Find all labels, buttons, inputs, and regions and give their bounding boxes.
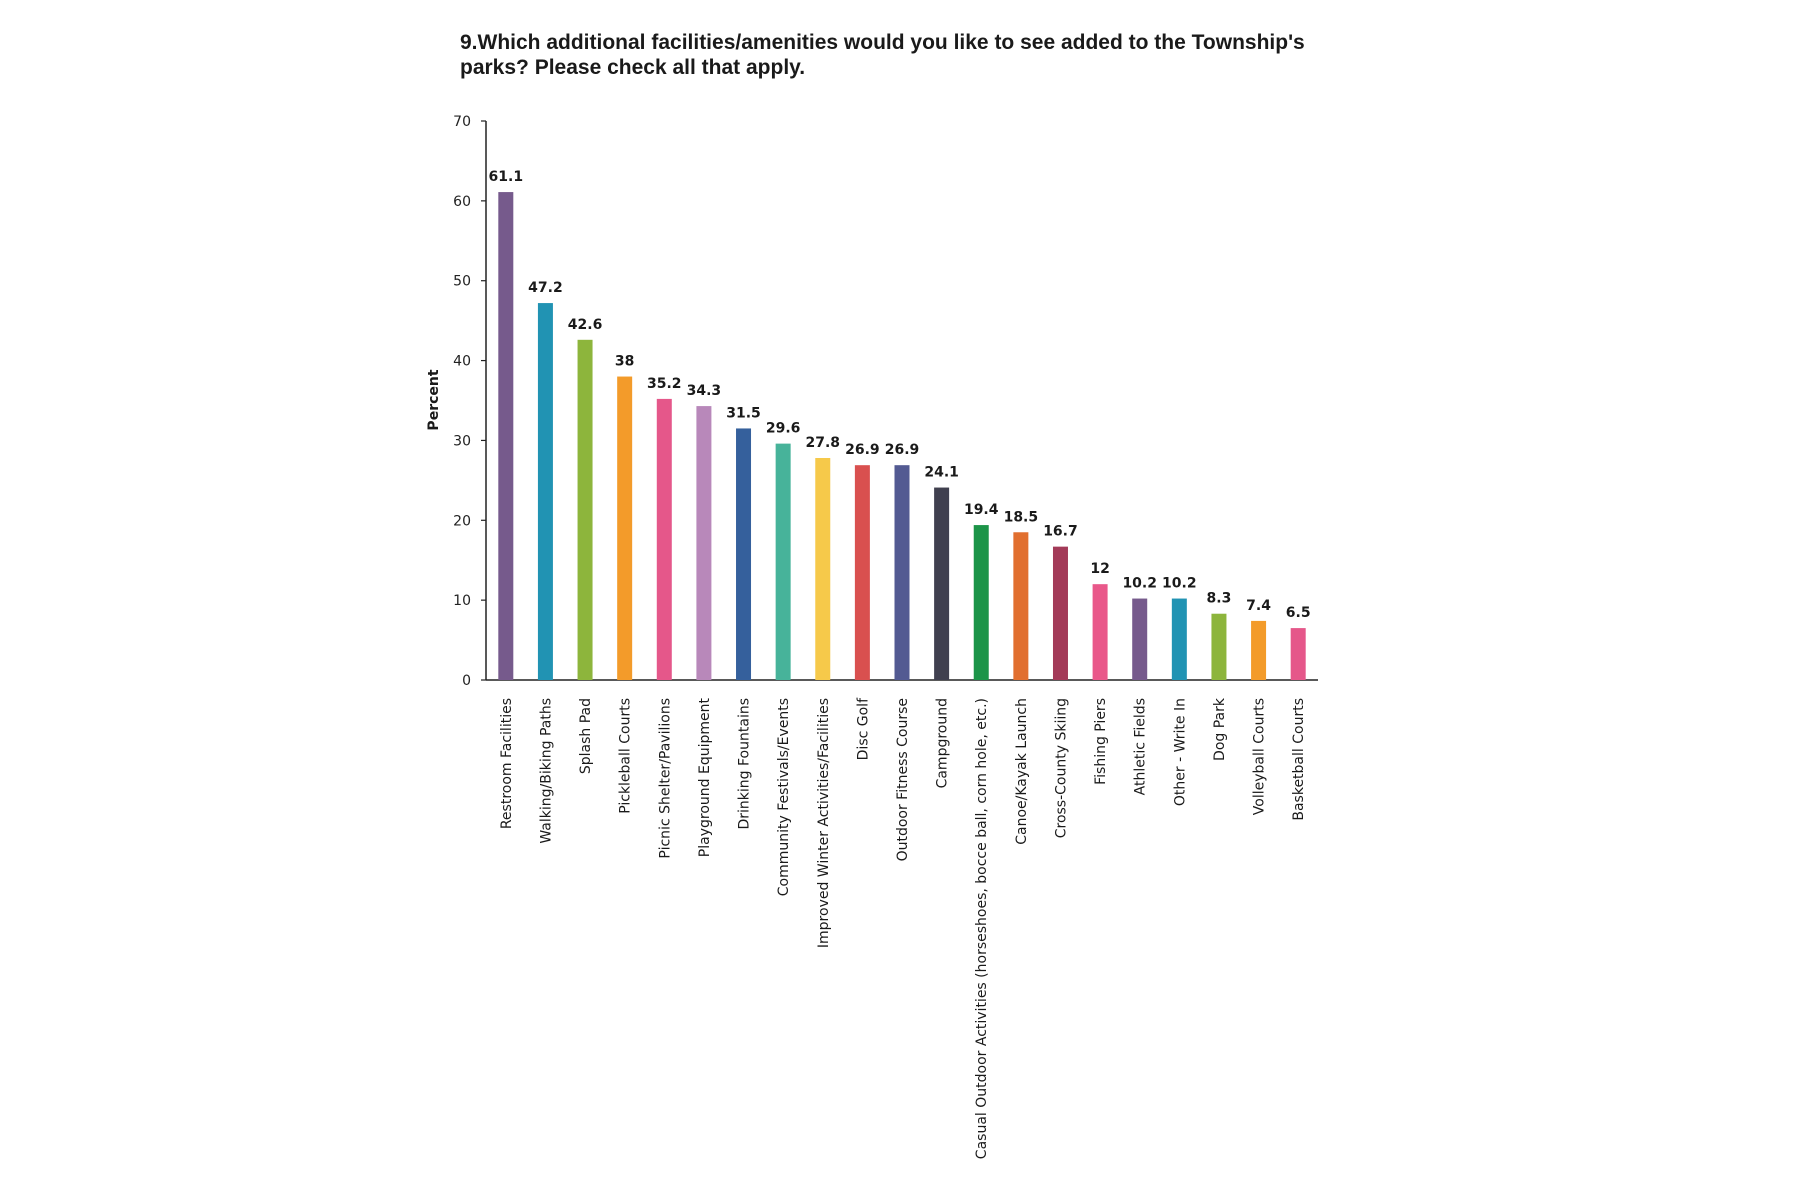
category-label: Casual Outdoor Activities (horseshoes, b…: [974, 698, 990, 1159]
value-label: 18.5: [1004, 509, 1039, 525]
value-label: 7.4: [1246, 598, 1271, 614]
category-label: Picnic Shelter/Pavilions: [657, 698, 673, 859]
value-label: 26.9: [845, 442, 880, 458]
category-label: Improved Winter Activities/Facilities: [816, 698, 832, 948]
category-label: Cross-County Skiing: [1053, 698, 1069, 838]
value-label: 35.2: [647, 376, 682, 392]
category-labels: Restroom Facilities Walking/Biking Paths S…: [499, 697, 1307, 1159]
bar: [537, 303, 553, 680]
category-label: Dog Park: [1212, 697, 1228, 761]
category-label: Fishing Piers: [1093, 698, 1109, 785]
bar: [1171, 598, 1187, 680]
value-labels: 61.1 47.2 42.6 38 35.2 34.331.5 29.627.8 26.9 26…: [489, 169, 1311, 621]
bar: [577, 339, 593, 680]
bar: [894, 465, 910, 680]
bar: [1092, 584, 1108, 680]
category-label: Restroom Facilities: [499, 698, 515, 829]
value-label: 10.2: [1122, 576, 1157, 592]
category-label: Splash Pad: [578, 698, 594, 774]
y-tick-label: 10: [453, 593, 471, 609]
category-label: Community Festivals/Events: [776, 698, 792, 896]
bar: [815, 457, 831, 680]
bar: [617, 376, 633, 680]
bar: [736, 428, 752, 680]
bar: [934, 487, 950, 680]
bars: [498, 192, 1306, 680]
value-label: 16.7: [1043, 524, 1078, 540]
category-label: Playground Equipment: [697, 698, 713, 858]
bar: [854, 465, 870, 680]
y-tick-label: 50: [453, 274, 471, 290]
category-label: Walking/Biking Paths: [538, 698, 554, 844]
value-label: 47.2: [528, 280, 563, 296]
category-label: Drinking Fountains: [737, 698, 753, 830]
bar: [498, 192, 514, 680]
bar: [1290, 628, 1306, 680]
value-label: 6.5: [1286, 605, 1311, 621]
value-label: 38: [615, 354, 634, 370]
category-label: Other - Write In: [1172, 698, 1188, 806]
y-tick-label: 20: [453, 513, 471, 529]
category-label: Basketball Courts: [1291, 698, 1307, 821]
bar: [1013, 532, 1029, 680]
bar: [1211, 613, 1227, 680]
value-label: 34.3: [687, 383, 722, 399]
category-label: Canoe/Kayak Launch: [1014, 698, 1030, 845]
bar: [775, 443, 791, 680]
bar: [1251, 620, 1267, 680]
value-label: 27.8: [805, 435, 840, 451]
bar: [1132, 598, 1148, 680]
value-label: 31.5: [726, 405, 761, 421]
y-tick-label: 0: [462, 673, 471, 689]
bar: [973, 525, 989, 680]
category-label: Pickleball Courts: [618, 698, 634, 814]
category-label: Volleyball Courts: [1252, 698, 1268, 815]
chart-title: 9.Which additional facilities/amenities …: [460, 31, 1305, 79]
value-label: 19.4: [964, 502, 999, 518]
y-tick-label: 60: [453, 194, 471, 210]
y-tick-label: 30: [453, 433, 471, 449]
y-axis-label: Percent: [426, 369, 442, 430]
category-label: Disc Golf: [855, 697, 871, 760]
value-label: 8.3: [1207, 591, 1232, 607]
category-label: Outdoor Fitness Course: [895, 698, 911, 861]
value-label: 24.1: [924, 465, 959, 481]
value-label: 61.1: [489, 169, 524, 185]
category-label: Campground: [935, 698, 951, 788]
value-label: 12: [1090, 561, 1109, 577]
y-tick-label: 40: [453, 354, 471, 370]
value-label: 29.6: [766, 421, 801, 437]
value-label: 42.6: [568, 317, 603, 333]
bar: [1052, 546, 1068, 680]
value-label: 10.2: [1162, 576, 1197, 592]
y-tick-label: 70: [453, 114, 471, 130]
value-label: 26.9: [885, 442, 920, 458]
bar: [656, 398, 672, 680]
category-label: Athletic Fields: [1133, 698, 1149, 795]
bar: [696, 406, 712, 680]
